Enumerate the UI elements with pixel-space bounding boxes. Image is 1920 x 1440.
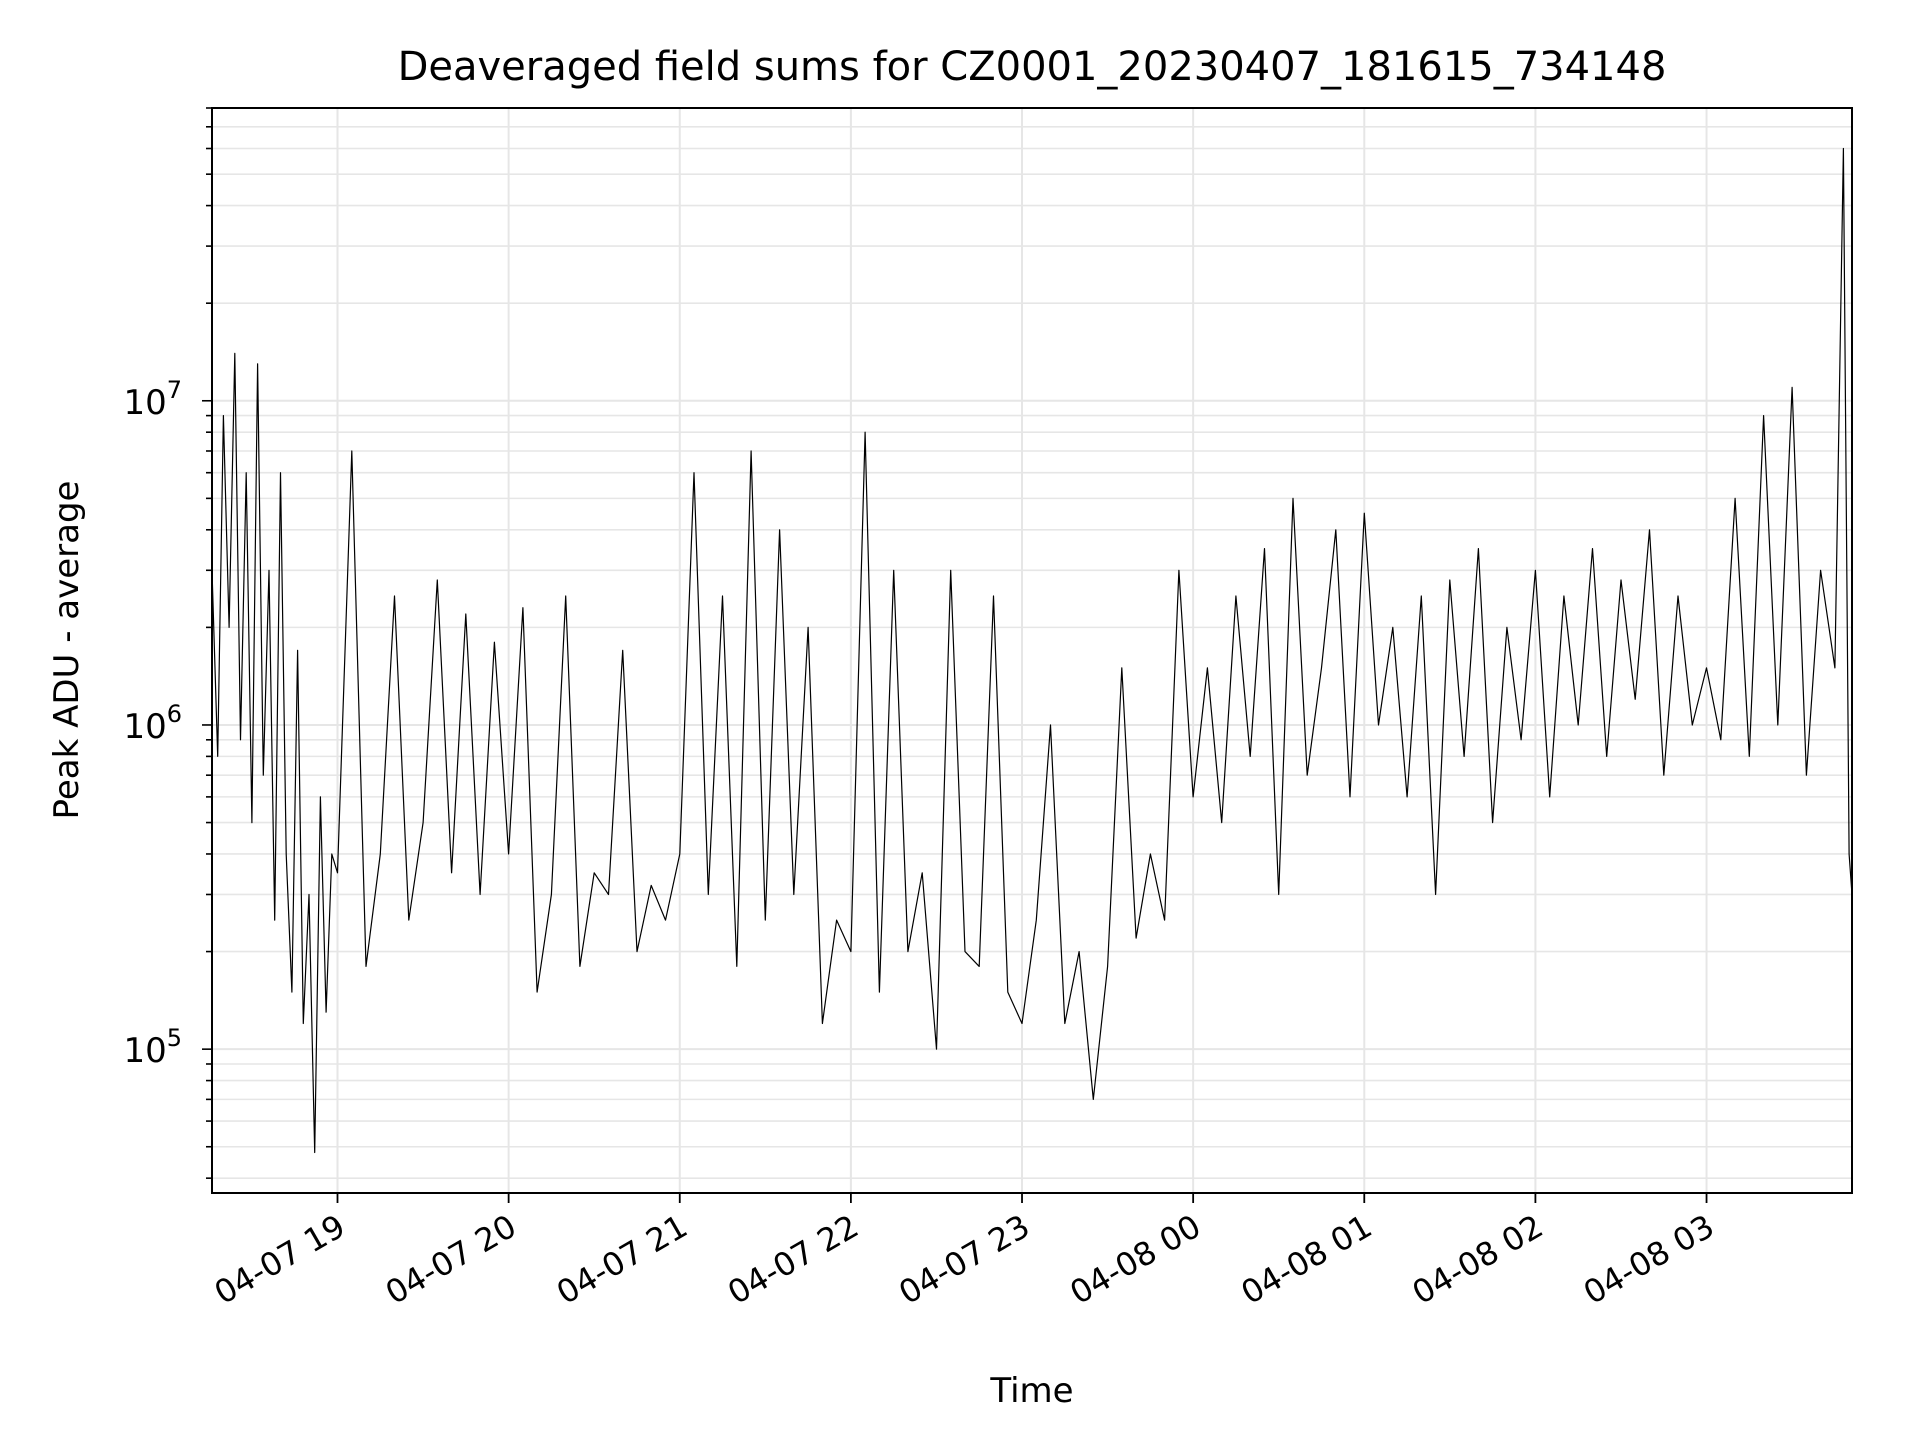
y-tick-exponent: 6 xyxy=(167,700,182,728)
y-tick-exponent: 5 xyxy=(167,1024,182,1052)
x-axis: 04-07 19 04-07 20 04-07 21 04-07 22 04-07 23… xyxy=(208,1193,1721,1312)
x-tick-label: 04-07 21 xyxy=(550,1207,694,1312)
x-tick-label: 04-07 23 xyxy=(892,1207,1036,1312)
x-tick-label: 04-07 20 xyxy=(379,1207,523,1312)
y-tick-label: 105 xyxy=(123,1024,182,1071)
x-tick-label: 04-07 22 xyxy=(721,1207,865,1312)
series-line xyxy=(211,147,1853,1154)
series-line-path xyxy=(211,147,1853,1154)
x-tick-label: 04-08 00 xyxy=(1064,1207,1208,1312)
x-tick-label: 04-08 02 xyxy=(1406,1207,1550,1312)
y-tick-label: 106 xyxy=(123,700,182,747)
y-tick-label: 107 xyxy=(123,376,182,423)
x-axis-label: Time xyxy=(989,1371,1073,1411)
y-tick-base: 10 xyxy=(123,383,166,423)
plot-frame xyxy=(211,107,1853,1194)
y-axis-label: Peak ADU - average xyxy=(47,481,87,820)
x-tick-label: 04-08 03 xyxy=(1577,1207,1721,1312)
y-tick-exponent: 7 xyxy=(167,376,182,404)
chart-title: Deaveraged field sums for CZ0001_2023040… xyxy=(398,44,1667,90)
y-tick-base: 10 xyxy=(123,1031,166,1071)
y-tick-base: 10 xyxy=(123,707,166,747)
grid xyxy=(212,107,1852,1193)
x-tick-label: 04-08 01 xyxy=(1235,1207,1379,1312)
x-tick-label: 04-07 19 xyxy=(208,1207,352,1312)
